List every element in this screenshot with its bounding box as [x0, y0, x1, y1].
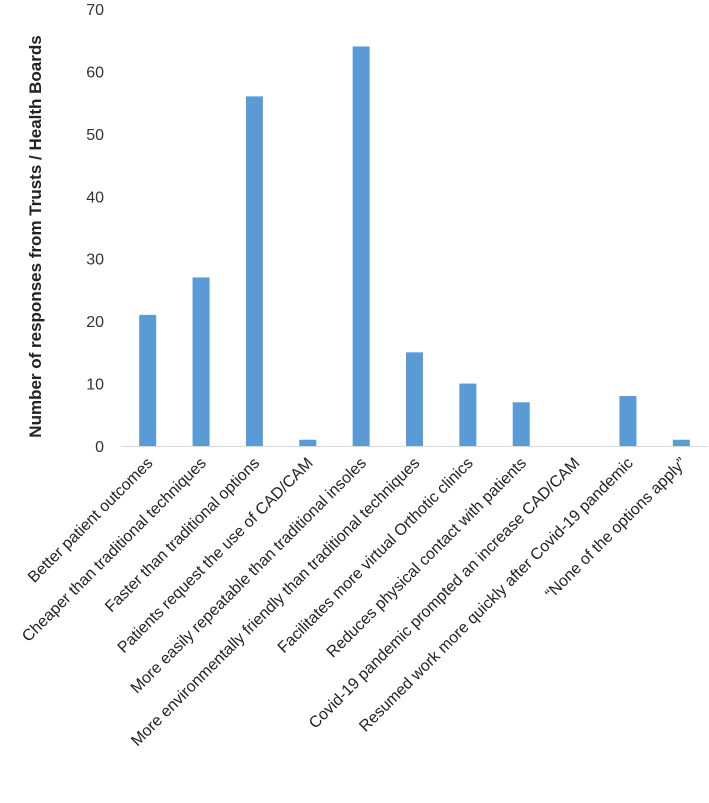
bar — [299, 439, 317, 446]
bar — [352, 46, 370, 446]
y-tick-label: 0 — [95, 439, 104, 456]
y-tick-label: 10 — [86, 377, 104, 394]
y-tick-label: 70 — [86, 2, 104, 19]
bar — [672, 439, 690, 446]
x-tick-label: Facilitates more virtual Orthotic clinic… — [275, 455, 477, 657]
y-tick-labels: 0 10 20 30 40 50 60 70 — [86, 2, 104, 456]
y-tick-label: 50 — [86, 127, 104, 144]
bar — [619, 396, 637, 446]
x-tick-label: Patients request the use of CAD/CAM — [115, 455, 317, 657]
bar-series — [139, 46, 690, 447]
bar — [192, 277, 210, 446]
bar — [245, 96, 263, 447]
bar — [139, 314, 157, 446]
bar — [459, 383, 477, 446]
x-tick-label: Reduces physical contact with patients — [324, 455, 530, 661]
y-tick-label: 20 — [86, 314, 104, 331]
bar — [512, 402, 530, 446]
y-tick-label: 60 — [86, 64, 104, 81]
bar — [406, 352, 423, 446]
y-axis-title: Number of responses from Trusts / Health… — [26, 35, 45, 437]
y-tick-label: 30 — [86, 252, 104, 269]
y-tick-label: 40 — [86, 189, 104, 206]
